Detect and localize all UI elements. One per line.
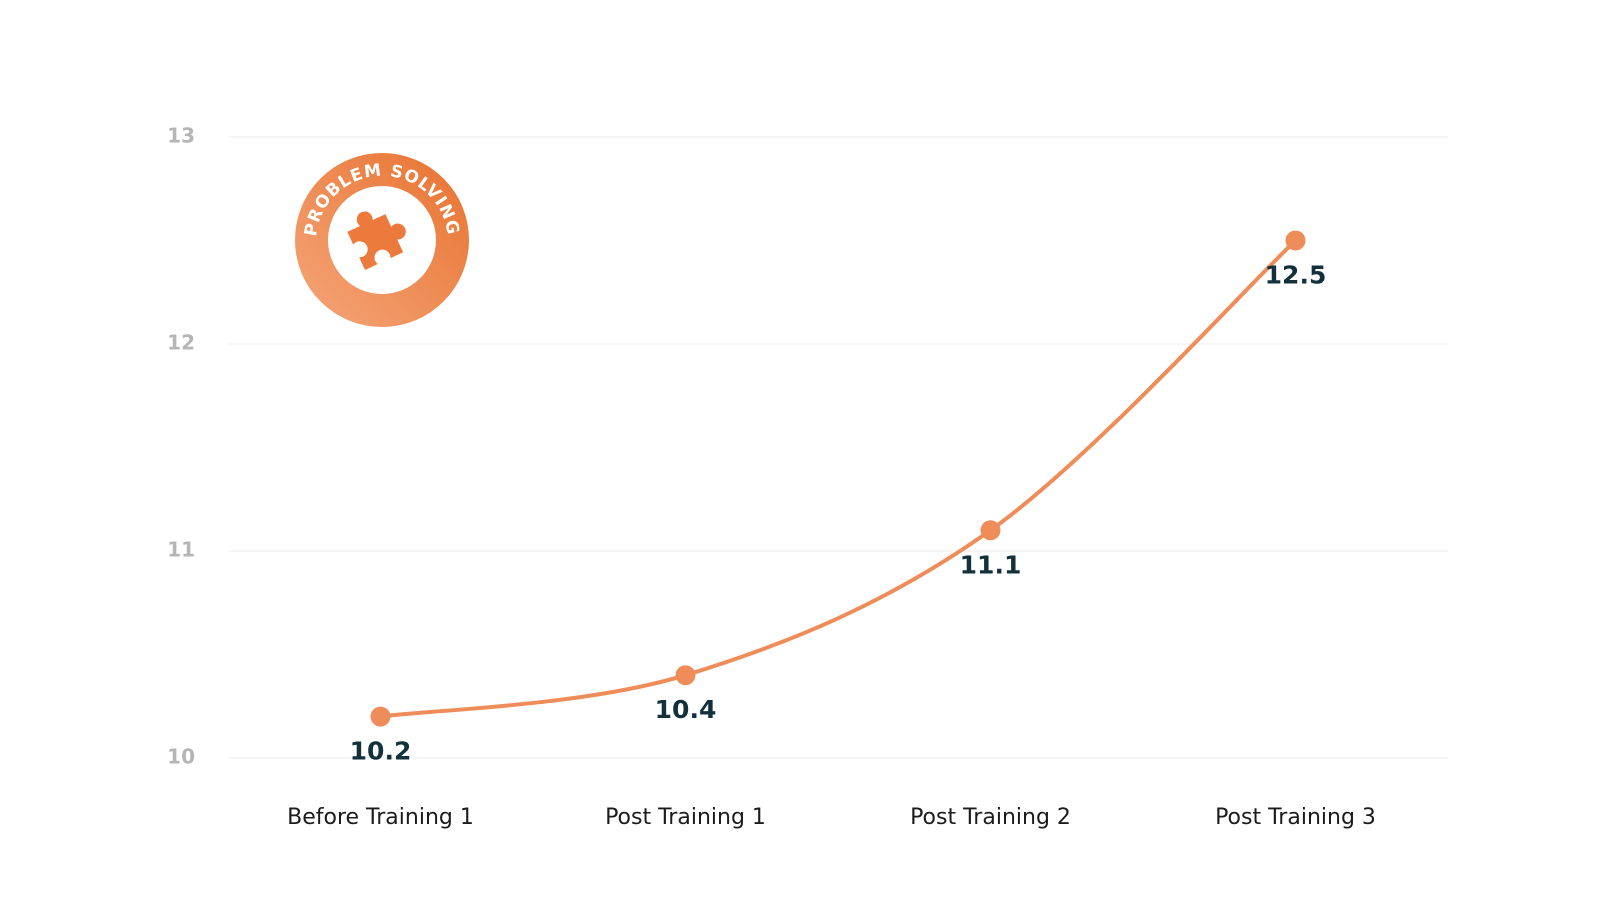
y-tick-label: 12 [167, 331, 195, 355]
point [370, 706, 391, 727]
y-tick-label: 13 [167, 124, 195, 148]
x-tick-label: Before Training 1 [287, 805, 474, 830]
data-label: 12.5 [1265, 261, 1327, 290]
point [1285, 230, 1306, 251]
data-label: 10.2 [350, 737, 412, 766]
point [675, 665, 696, 686]
data-label: 10.4 [655, 695, 717, 724]
badge: PROBLEM SOLVING [295, 153, 469, 327]
y-tick-label: 10 [167, 745, 195, 769]
x-tick-label: Post Training 3 [1215, 805, 1376, 830]
line [380, 239, 1297, 719]
x-tick-label: Post Training 1 [605, 805, 766, 830]
x-tick-label: Post Training 2 [910, 805, 1071, 830]
y-tick-label: 11 [167, 538, 195, 562]
puzzle-icon [347, 211, 406, 270]
data-label: 11.1 [960, 550, 1022, 579]
point [980, 520, 1001, 541]
